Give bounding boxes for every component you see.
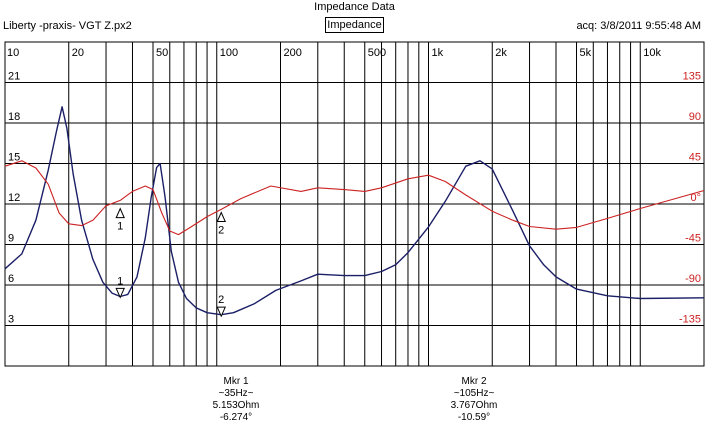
- y-tick-label: 15: [8, 152, 20, 164]
- y-tick-label: 21: [8, 71, 20, 83]
- y2-tick-label: 0°: [690, 192, 701, 204]
- curves: [4, 106, 705, 316]
- marker-1-title: Mkr 1: [223, 376, 249, 387]
- marker-number: 1: [117, 221, 123, 233]
- x-tick-label: 100: [220, 47, 238, 59]
- marker-2-frequency: ~105Hz~: [453, 388, 495, 399]
- marker-triangle: [216, 306, 227, 318]
- marker-1-phase-glyph: 1: [115, 207, 125, 233]
- x-tick-label: 200: [283, 47, 301, 59]
- marker-1-impedance-glyph: 1: [115, 275, 125, 299]
- x-tick-label: 500: [368, 47, 386, 59]
- y-tick-label: 18: [8, 111, 20, 123]
- marker-1-frequency: ~35Hz~: [218, 388, 254, 399]
- y-tick-label: 9: [8, 233, 14, 245]
- y-tick-label: 3: [8, 314, 14, 326]
- x-tick-label: 2k: [495, 47, 507, 59]
- marker-number: 2: [218, 225, 224, 237]
- impedance-curve: [4, 106, 705, 316]
- y-tick-label: 6: [8, 273, 14, 285]
- marker-triangle: [115, 287, 125, 299]
- marker-triangle: [216, 211, 227, 223]
- tab-impedance[interactable]: Impedance: [325, 17, 384, 33]
- marker-1-phase: -6.274°: [219, 412, 253, 423]
- y2-tick-label: -135: [679, 314, 701, 326]
- marker-number: 2: [218, 294, 224, 306]
- y-tick-label: 12: [8, 192, 20, 204]
- x-tick-label: 1k: [432, 47, 444, 59]
- source-label: Liberty -praxis- VGT Z.px2: [3, 20, 132, 32]
- phase-curve: [4, 160, 705, 236]
- y2-tick-label: 135: [683, 71, 701, 83]
- marker-2-readout: Mkr 2 ~105Hz~ 3.767Ohm -10.59°: [434, 376, 514, 424]
- marker-2-title: Mkr 2: [461, 376, 487, 387]
- y2-tick-label: 45: [689, 152, 701, 164]
- marker-2-impedance: 3.767Ohm: [450, 400, 498, 411]
- x-tick-label: 10: [7, 47, 19, 59]
- y2-tick-label: 90: [689, 111, 701, 123]
- marker-number: 1: [117, 275, 123, 287]
- marker-2-phase: -10.59°: [457, 412, 491, 423]
- marker-2-impedance-glyph: 2: [216, 294, 227, 318]
- marker-1-impedance: 5.153Ohm: [212, 400, 260, 411]
- window-title: Impedance Data: [314, 1, 395, 13]
- x-tick-label: 10k: [643, 47, 661, 59]
- marker-glyphs[interactable]: 1 1 2 2: [115, 207, 227, 318]
- marker-triangle: [115, 207, 125, 219]
- x-tick-label: 5k: [580, 47, 592, 59]
- acquisition-timestamp: acq: 3/8/2011 9:55:48 AM: [576, 20, 701, 32]
- x-tick-label: 50: [156, 47, 168, 59]
- x-tick-label: 20: [72, 47, 84, 59]
- marker-2-phase-glyph: 2: [216, 211, 227, 237]
- y2-tick-label: -90: [685, 273, 701, 285]
- y2-tick-label: -45: [685, 233, 701, 245]
- grid-lines: [5, 42, 704, 366]
- marker-1-readout: Mkr 1 ~35Hz~ 5.153Ohm -6.274°: [196, 376, 276, 424]
